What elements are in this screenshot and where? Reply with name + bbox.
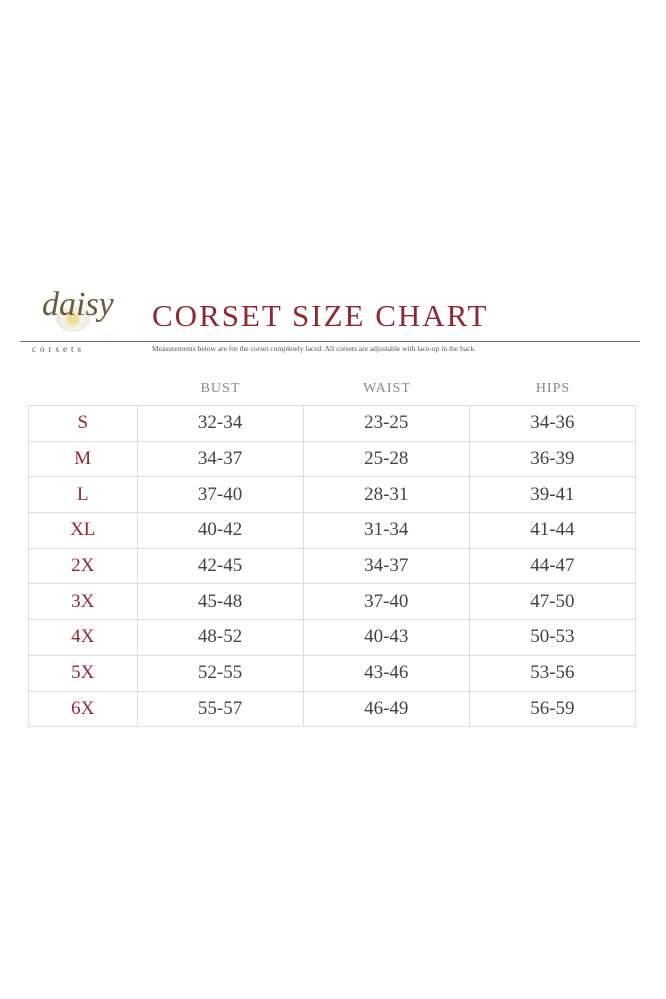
hips-cell: 50-53 <box>468 619 637 656</box>
size-cell: 4X <box>28 619 138 656</box>
size-cell: 5X <box>28 654 138 692</box>
hips-cell: 36-39 <box>468 440 637 478</box>
hips-cell: 41-44 <box>468 512 637 549</box>
table-row: 4X 48-52 40-43 50-53 <box>28 619 637 656</box>
waist-cell: 31-34 <box>302 512 470 549</box>
waist-cell: 40-43 <box>302 619 470 656</box>
table-row: 2X 42-45 34-37 44-47 <box>28 547 637 585</box>
bust-cell: 34-37 <box>136 440 304 478</box>
hips-cell: 56-59 <box>468 690 637 728</box>
bust-cell: 42-45 <box>136 547 304 585</box>
bust-cell: 40-42 <box>136 512 304 549</box>
flower-icon <box>56 306 90 332</box>
logo-subtext: corsets <box>32 344 85 354</box>
logo-script: daisy <box>42 286 114 323</box>
header-bust: BUST <box>200 381 241 396</box>
table-row: XL 40-42 31-34 41-44 <box>28 512 637 549</box>
bust-cell: 32-34 <box>136 405 304 442</box>
brand-logo: daisy corsets <box>22 286 142 356</box>
size-cell: XL <box>28 512 138 549</box>
bust-cell: 48-52 <box>136 619 304 656</box>
size-cell: 6X <box>28 690 138 728</box>
waist-cell: 28-31 <box>302 476 470 514</box>
subtitle: Measurements below are for the corset co… <box>152 344 477 353</box>
bust-cell: 52-55 <box>136 654 304 692</box>
hips-cell: 39-41 <box>468 476 637 514</box>
table-row: 3X 45-48 37-40 47-50 <box>28 583 637 621</box>
waist-cell: 43-46 <box>302 654 470 692</box>
hips-cell: 34-36 <box>468 405 637 442</box>
size-cell: S <box>28 405 138 442</box>
size-table: S 32-34 23-25 34-36 M 34-37 25-28 36-39 L 37-40 28… <box>28 405 637 728</box>
waist-cell: 34-37 <box>302 547 470 585</box>
header-hips: HIPS <box>535 381 571 396</box>
table-row: 5X 52-55 43-46 53-56 <box>28 654 637 692</box>
hips-cell: 47-50 <box>468 583 637 621</box>
page-title: CORSET SIZE CHART <box>152 298 489 333</box>
bust-cell: 37-40 <box>136 476 304 514</box>
header-waist: WAIST <box>363 381 411 396</box>
size-cell: M <box>28 440 138 478</box>
size-cell: 3X <box>28 583 138 621</box>
bust-cell: 45-48 <box>136 583 304 621</box>
divider <box>20 341 640 342</box>
bust-cell: 55-57 <box>136 690 304 728</box>
hips-cell: 53-56 <box>468 654 637 692</box>
size-cell: 2X <box>28 547 138 585</box>
waist-cell: 25-28 <box>302 440 470 478</box>
table-row: L 37-40 28-31 39-41 <box>28 476 637 514</box>
size-cell: L <box>28 476 138 514</box>
hips-cell: 44-47 <box>468 547 637 585</box>
waist-cell: 37-40 <box>302 583 470 621</box>
waist-cell: 46-49 <box>302 690 470 728</box>
table-row: M 34-37 25-28 36-39 <box>28 440 637 478</box>
table-row: S 32-34 23-25 34-36 <box>28 405 637 442</box>
waist-cell: 23-25 <box>302 405 470 442</box>
table-row: 6X 55-57 46-49 56-59 <box>28 690 637 728</box>
